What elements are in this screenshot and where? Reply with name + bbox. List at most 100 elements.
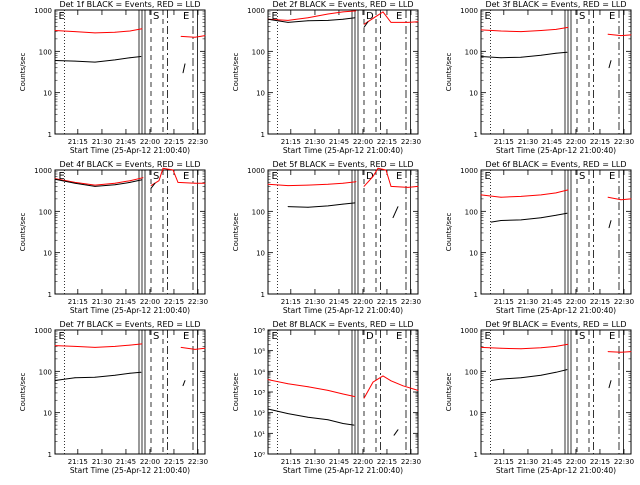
series-point xyxy=(194,182,196,184)
series-point xyxy=(500,196,502,198)
series-point xyxy=(129,57,131,59)
y-axis-label: Counts/sec xyxy=(232,213,240,252)
y-tick-label: 1000 xyxy=(460,167,478,175)
lld-series-line xyxy=(480,189,569,198)
plot-frame xyxy=(480,329,632,455)
panel-3: Det 3f BLACK = Events, RED = LLD 1 10 100 10… xyxy=(445,0,634,155)
panel-title: Det 4f BLACK = Events, RED = LLD xyxy=(59,160,200,169)
x-tick-label: 22:30 xyxy=(188,458,208,466)
series-point xyxy=(500,30,502,32)
series-point xyxy=(555,346,557,347)
series-point xyxy=(372,176,374,177)
series-point xyxy=(287,22,289,23)
series-point xyxy=(54,60,56,61)
y-tick-label: 10⁴ xyxy=(253,368,265,376)
series-point xyxy=(480,56,482,57)
series-point xyxy=(94,186,96,187)
x-tick-label: 21:45 xyxy=(329,138,349,146)
series-point xyxy=(567,27,569,28)
panel-title: Det 6f BLACK = Events, RED = LLD xyxy=(485,160,626,169)
series-point xyxy=(393,434,395,436)
y-tick-label: 1000 xyxy=(34,327,52,335)
series-point xyxy=(140,371,142,373)
x-tick-label: 22:00 xyxy=(140,138,160,146)
series-point xyxy=(520,219,522,221)
panel-title: Det 3f BLACK = Events, RED = LLD xyxy=(485,0,626,9)
events-series-line xyxy=(608,380,612,388)
y-tick-label: 100 xyxy=(39,48,52,56)
series-point xyxy=(54,345,56,346)
series-point xyxy=(140,56,142,57)
series-point xyxy=(327,20,329,21)
region-annotation: E xyxy=(272,171,278,182)
x-axis-label: Start Time (25-Apr-12 21:00:40) xyxy=(70,146,190,155)
series-point xyxy=(372,381,374,383)
series-point xyxy=(555,29,557,30)
series-point xyxy=(74,182,76,183)
series-point xyxy=(417,21,419,23)
series-point xyxy=(182,385,184,387)
series-point xyxy=(74,346,76,347)
series-point xyxy=(267,183,269,185)
series-point xyxy=(342,18,344,20)
x-tick-label: 22:30 xyxy=(188,298,208,306)
series-point xyxy=(402,385,404,387)
x-tick-label: 21:45 xyxy=(116,138,136,146)
series-point xyxy=(141,343,143,345)
series-point xyxy=(267,18,269,20)
events-series-line xyxy=(287,202,356,208)
x-tick-label: 21:30 xyxy=(518,298,538,306)
panel-8: Det 8f BLACK = Events, RED = LLD 10⁰ 10¹ 10… xyxy=(232,320,421,475)
series-point xyxy=(567,189,569,191)
x-tick-label: 22:00 xyxy=(140,298,160,306)
x-tick-label: 22:00 xyxy=(353,138,373,146)
series-point xyxy=(490,221,492,223)
series-point xyxy=(327,13,329,15)
x-tick-label: 22:30 xyxy=(401,298,421,306)
y-tick-label: 1000 xyxy=(247,167,265,175)
x-tick-label: 21:45 xyxy=(542,138,562,146)
series-point xyxy=(363,186,365,187)
series-point xyxy=(607,33,609,35)
y-tick-label: 10¹ xyxy=(253,430,265,438)
series-point xyxy=(390,380,392,382)
y-axis-label: Counts/sec xyxy=(232,53,240,92)
series-point xyxy=(363,397,365,399)
series-point xyxy=(500,378,502,380)
region-annotation: S xyxy=(153,11,159,22)
series-point xyxy=(385,169,387,171)
events-series-line xyxy=(480,51,568,59)
x-tick-label: 21:30 xyxy=(92,138,112,146)
region-annotation: D xyxy=(366,171,374,182)
series-point xyxy=(267,408,269,410)
series-point xyxy=(74,60,76,62)
y-tick-label: 100 xyxy=(252,48,265,56)
region-annotation: E xyxy=(485,331,491,342)
y-tick-label: 100 xyxy=(465,368,478,376)
series-point xyxy=(520,377,522,379)
series-point xyxy=(540,194,542,196)
x-tick-label: 22:15 xyxy=(164,298,184,306)
y-axis-label: Counts/sec xyxy=(445,373,453,412)
series-point xyxy=(520,348,522,350)
lld-series-line xyxy=(480,26,569,33)
x-tick-label: 22:00 xyxy=(353,458,373,466)
region-annotation: S xyxy=(153,331,159,342)
series-point xyxy=(141,28,143,30)
series-point xyxy=(180,347,182,348)
series-point xyxy=(540,217,542,219)
x-axis-label: Start Time (25-Apr-12 21:00:40) xyxy=(283,306,403,315)
series-point xyxy=(342,11,344,13)
series-point xyxy=(407,22,409,23)
series-point xyxy=(620,351,622,353)
events-series-line xyxy=(392,206,399,218)
panel-1: Det 1f BLACK = Events, RED = LLD 1 10 100 10… xyxy=(19,0,208,155)
series-point xyxy=(74,31,76,32)
x-axis-label: Start Time (25-Apr-12 21:00:40) xyxy=(496,146,616,155)
region-annotation: E xyxy=(609,171,615,182)
series-point xyxy=(129,372,131,374)
events-series-line xyxy=(182,380,186,386)
y-axis-label: Counts/sec xyxy=(19,213,27,252)
x-tick-label: 21:15 xyxy=(68,458,88,466)
series-point xyxy=(397,206,399,208)
